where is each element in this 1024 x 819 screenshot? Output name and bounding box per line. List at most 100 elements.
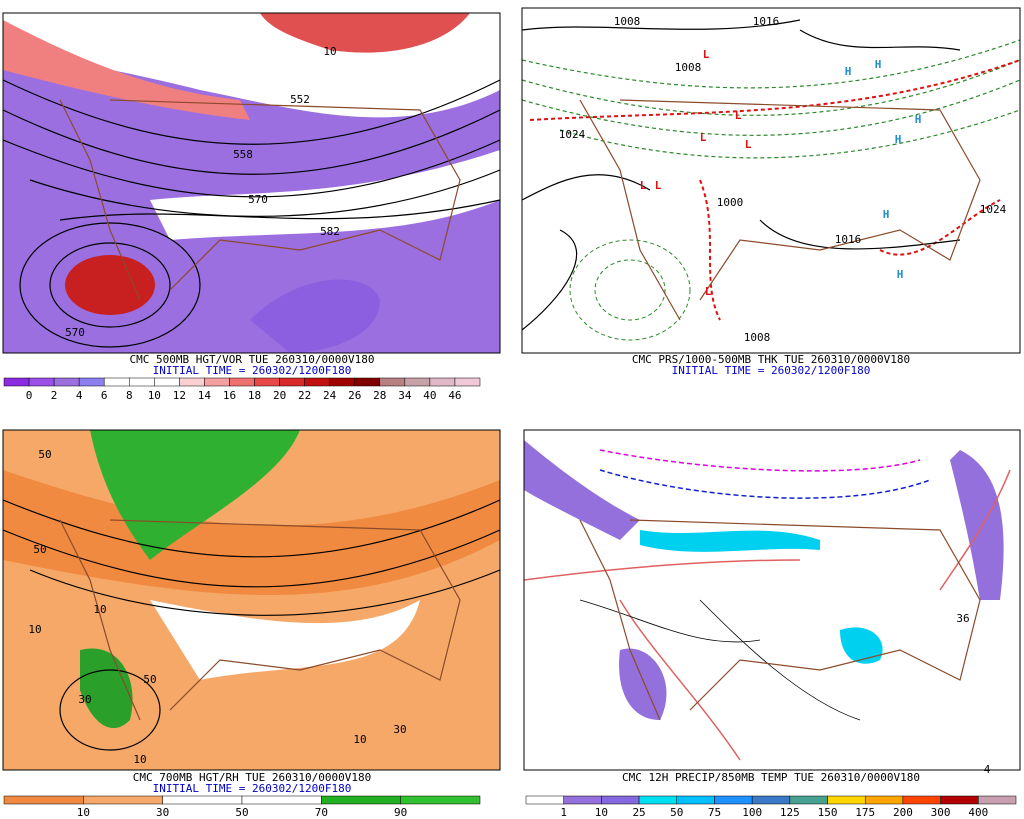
map-field (65, 255, 155, 315)
coastline (579, 99, 981, 321)
initial-time: INITIAL TIME = 260302/1200F180 (153, 364, 352, 377)
colorbar-box (254, 377, 280, 387)
colorbar-label: 18 (248, 389, 261, 402)
initial-time: INITIAL TIME = 260302/1200F180 (672, 364, 871, 377)
contour-label: 36 (956, 612, 969, 625)
colorbar-box (329, 377, 355, 387)
contour (59, 669, 161, 751)
contour (2, 79, 501, 221)
contour-label: 30 (78, 693, 91, 706)
contour-label: 1024 (980, 203, 1007, 216)
map-frame (2, 12, 501, 354)
contour-label: 552 (290, 93, 310, 106)
contour-label: 570 (248, 193, 268, 206)
colorbar-label: 50 (670, 806, 683, 819)
contour (2, 499, 501, 616)
colorbar-label: 20 (273, 389, 286, 402)
colorbar-box (404, 377, 431, 387)
colorbar-box (154, 377, 180, 387)
colorbar-label: 70 (315, 806, 328, 819)
map-field (150, 150, 500, 240)
contour-label: 50 (38, 448, 51, 461)
map-field (3, 470, 500, 595)
contour-label: 30 (393, 723, 406, 736)
colorbar-label: 10 (148, 389, 161, 402)
colorbar-box (229, 377, 255, 387)
colorbar-box (902, 795, 941, 805)
colorbar-label: 4 (76, 389, 83, 402)
map-field (80, 648, 133, 729)
thickness-contour (594, 259, 666, 321)
temp-contour (599, 449, 921, 472)
colorbar-box (676, 795, 715, 805)
map-background (524, 430, 1020, 770)
caption: CMC 500MB HGT/VOR TUE 260310/0000V180 (129, 353, 374, 366)
colorbar-box (940, 795, 979, 805)
colorbar-box (321, 795, 401, 805)
contour (579, 599, 861, 721)
temp-contour (599, 469, 931, 499)
map-field (150, 600, 420, 680)
colorbar-label: 2 (51, 389, 58, 402)
colorbar-label: 0 (26, 389, 33, 402)
panel-precip (523, 429, 1021, 771)
colorbar-box (103, 377, 130, 387)
pressure-center: L (735, 109, 742, 122)
colorbar-box (714, 795, 753, 805)
colorbar-label: 46 (448, 389, 461, 402)
caption: CMC PRS/1000-500MB THK TUE 260310/0000V1… (632, 353, 910, 366)
contour-label: 1016 (835, 233, 862, 246)
map-frame (521, 7, 1021, 354)
contour-label: 10 (28, 623, 41, 636)
pressure-center: L (745, 138, 752, 151)
colorbar-label: 50 (235, 806, 248, 819)
colorbar-label: 8 (126, 389, 133, 402)
contour-label: 570 (65, 326, 85, 339)
contour-label: 558 (233, 148, 253, 161)
map-field (840, 627, 883, 664)
pressure-center: H (915, 113, 922, 126)
map-frame (523, 429, 1021, 771)
colorbar-box (751, 795, 791, 805)
colorbar-label: 12 (173, 389, 186, 402)
panel-500mb (2, 12, 501, 354)
caption: CMC 700MB HGT/RH TUE 260310/0000V180 (133, 771, 371, 784)
contour-label: 1008 (614, 15, 641, 28)
pressure-center: L (700, 131, 707, 144)
colorbar-box (429, 377, 456, 387)
colorbar-label: 10 (595, 806, 608, 819)
contour-label: 50 (143, 673, 156, 686)
temp-contour (523, 469, 1011, 761)
contour-label: 1008 (744, 331, 771, 344)
colorbar-box (978, 795, 1017, 805)
contour (19, 222, 201, 348)
colorbar-label: 16 (223, 389, 236, 402)
coastline (579, 519, 981, 721)
colorbar-label: 30 (156, 806, 169, 819)
contour (49, 242, 171, 328)
colorbar-box (28, 377, 55, 387)
colorbar-label: 24 (323, 389, 337, 402)
colorbar-label: 14 (198, 389, 212, 402)
panel-700mb (2, 429, 501, 771)
pressure-center: L (655, 179, 662, 192)
contour-label: 4 (984, 763, 991, 776)
map-field (950, 450, 1004, 600)
pressure-center: H (883, 208, 890, 221)
coastline (59, 99, 461, 301)
colorbar-label: 100 (742, 806, 762, 819)
thickness-contour (521, 39, 1021, 159)
colorbar-label: 75 (708, 806, 721, 819)
colorbar-box (129, 377, 155, 387)
colorbar-label: 40 (423, 389, 436, 402)
colorbar-label: 1 (560, 806, 567, 819)
colorbar-box (279, 377, 305, 387)
colorbar-box (400, 795, 481, 805)
isobar (521, 19, 961, 331)
map-field (260, 13, 470, 53)
colorbar-label: 26 (348, 389, 361, 402)
colorbar-label: 90 (394, 806, 407, 819)
colorbar-box (3, 795, 84, 805)
colorbar-label: 125 (780, 806, 800, 819)
colorbar-box (827, 795, 866, 805)
